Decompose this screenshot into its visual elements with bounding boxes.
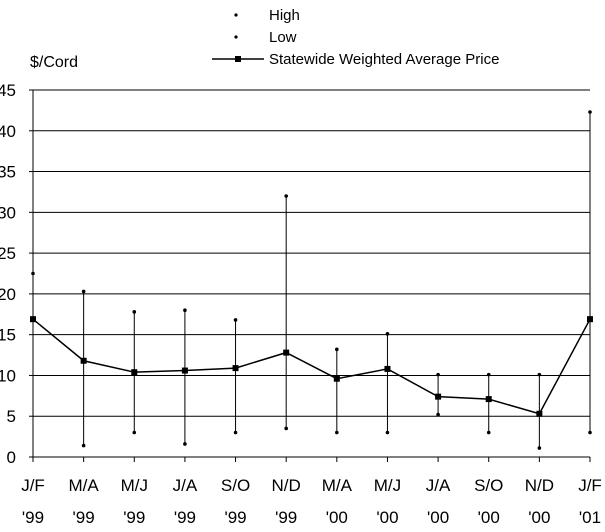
x-tick-label-year: '99 bbox=[123, 508, 145, 527]
average-price-point bbox=[232, 365, 239, 372]
high-point bbox=[335, 347, 339, 352]
x-tick-label-period: J/F bbox=[21, 476, 45, 495]
x-tick-label-year: '00 bbox=[528, 508, 550, 527]
x-tick-label-year: '99 bbox=[22, 508, 44, 527]
y-axis-ticks: 0 5 10 15 20 25 30 35 40 45 bbox=[0, 81, 33, 467]
low-point bbox=[183, 442, 187, 446]
average-price-line bbox=[30, 316, 593, 417]
legend-high-marker bbox=[234, 13, 238, 17]
low-point bbox=[335, 430, 339, 435]
high-point bbox=[486, 372, 491, 377]
high-point bbox=[537, 372, 542, 377]
y-tick-label: 45 bbox=[0, 81, 16, 100]
chart-legend: High Low Statewide Weighted Average Pric… bbox=[212, 7, 499, 68]
x-axis: J/F '99 M/A '99 M/J '99 J/A '99 S/O '99 N/D '99 M/A '… bbox=[21, 90, 602, 527]
legend-average-label: Statewide Weighted Average Price bbox=[269, 51, 499, 68]
high-point bbox=[385, 332, 390, 336]
average-price-point bbox=[333, 375, 340, 382]
high-point bbox=[284, 194, 288, 198]
high-low-whiskers bbox=[31, 110, 592, 450]
low-point bbox=[436, 412, 440, 417]
average-price-point bbox=[283, 349, 290, 356]
y-tick-label: 0 bbox=[7, 448, 16, 467]
average-price-point bbox=[536, 410, 543, 417]
average-price-point bbox=[181, 367, 188, 374]
low-point bbox=[588, 430, 592, 435]
low-point bbox=[81, 443, 86, 448]
x-tick-label-year: '99 bbox=[73, 508, 95, 527]
x-tick-label-period: J/F bbox=[578, 476, 602, 495]
unit-label: $/Cord bbox=[30, 54, 78, 71]
y-tick-label: 40 bbox=[0, 122, 16, 141]
x-tick-label-period: S/O bbox=[474, 476, 503, 495]
high-point bbox=[132, 310, 137, 314]
average-price-point bbox=[587, 316, 593, 323]
y-tick-label: 25 bbox=[0, 244, 16, 263]
x-tick-label-period: M/J bbox=[374, 476, 401, 495]
x-tick-label-period: S/O bbox=[221, 476, 250, 495]
x-tick-label-period: J/A bbox=[426, 476, 451, 495]
average-price-point bbox=[485, 396, 492, 403]
x-tick-label-year: '01 bbox=[579, 508, 601, 527]
high-point bbox=[233, 318, 238, 322]
x-tick-label-year: '00 bbox=[427, 508, 449, 527]
low-point bbox=[486, 430, 491, 435]
average-price-point bbox=[80, 357, 87, 364]
high-point bbox=[183, 308, 187, 313]
x-tick-label-period: M/A bbox=[69, 476, 100, 495]
x-tick-label-period: J/A bbox=[173, 476, 198, 495]
y-tick-label: 10 bbox=[0, 366, 16, 385]
y-tick-label: 20 bbox=[0, 285, 16, 304]
x-tick-label-period: N/D bbox=[525, 476, 554, 495]
high-point bbox=[81, 289, 86, 294]
legend-average-marker bbox=[235, 56, 241, 62]
low-point bbox=[132, 430, 137, 435]
x-tick-label-year: '00 bbox=[326, 508, 348, 527]
x-tick-label-period: M/A bbox=[322, 476, 353, 495]
high-point bbox=[588, 110, 592, 114]
y-tick-label: 15 bbox=[0, 326, 16, 345]
high-point bbox=[436, 372, 440, 377]
x-tick-label-year: '99 bbox=[275, 508, 297, 527]
gridlines bbox=[33, 89, 590, 417]
low-point bbox=[385, 430, 390, 435]
average-price-point bbox=[30, 316, 36, 323]
legend-high-label: High bbox=[269, 7, 300, 24]
x-tick-label-year: '99 bbox=[224, 508, 246, 527]
low-point bbox=[537, 446, 542, 450]
high-point bbox=[31, 271, 35, 276]
x-tick-label-period: N/D bbox=[272, 476, 301, 495]
legend-low-marker bbox=[234, 35, 238, 39]
y-tick-label: 5 bbox=[7, 407, 16, 426]
average-price-point bbox=[131, 369, 138, 376]
low-point bbox=[233, 430, 238, 435]
x-tick-label-period: M/J bbox=[121, 476, 148, 495]
y-tick-label: 30 bbox=[0, 203, 16, 222]
x-tick-label-year: '00 bbox=[376, 508, 398, 527]
average-price-point bbox=[435, 393, 442, 400]
x-tick-label-year: '00 bbox=[478, 508, 500, 527]
low-point bbox=[284, 426, 288, 431]
legend-low-label: Low bbox=[269, 29, 297, 46]
y-tick-label: 35 bbox=[0, 163, 16, 182]
average-price-series-line bbox=[32, 318, 591, 415]
average-price-point bbox=[384, 365, 391, 372]
x-tick-label-year: '99 bbox=[174, 508, 196, 527]
